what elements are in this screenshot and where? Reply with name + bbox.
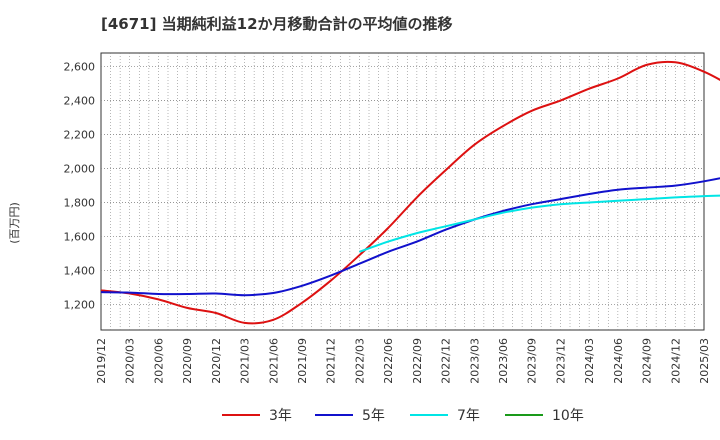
- x-axis: 2019/12 2020/03 2020/06 2020/09 2020/12 2021/…: [95, 338, 711, 384]
- series-line-0: [100, 60, 720, 325]
- x-tick-label: 2021/12: [325, 338, 338, 384]
- x-tick-label: 2025/03: [698, 338, 711, 384]
- y-axis: 1,200 1,400 1,600 1,800 2,000 2,200 2,400 2,600: [64, 61, 96, 312]
- x-tick-label: 2023/03: [468, 338, 481, 384]
- y-tick-label: 2,400: [64, 95, 96, 108]
- legend-label: 3年: [269, 408, 292, 424]
- legend-item: 5年: [315, 404, 385, 426]
- y-tick-label: 2,000: [64, 163, 96, 176]
- legend-item: 7年: [410, 404, 480, 426]
- y-tick-label: 1,400: [64, 265, 96, 278]
- legend-item: 3年: [222, 404, 292, 426]
- plot-area: [100, 52, 705, 331]
- x-tick-label: 2021/06: [267, 338, 280, 384]
- legend: 3年 5年 7年 10年: [0, 404, 720, 426]
- legend-swatch: [315, 414, 353, 416]
- legend-label: 5年: [362, 408, 385, 424]
- x-tick-label: 2024/09: [641, 338, 654, 384]
- grid-lines: [101, 53, 704, 330]
- x-tick-label: 2022/06: [382, 338, 395, 384]
- y-tick-label: 1,200: [64, 299, 96, 312]
- y-tick-label: 1,800: [64, 197, 96, 210]
- series-line-1: [100, 177, 720, 297]
- x-tick-label: 2019/12: [95, 338, 108, 384]
- series-line-2: [359, 194, 720, 253]
- x-tick-label: 2020/12: [210, 338, 223, 384]
- legend-swatch: [222, 414, 260, 416]
- x-tick-label: 2020/09: [181, 338, 194, 384]
- legend-swatch: [410, 414, 448, 416]
- x-tick-label: 2023/09: [526, 338, 539, 384]
- y-tick-label: 1,600: [64, 231, 96, 244]
- x-tick-label: 2020/03: [124, 338, 137, 384]
- y-tick-label: 2,200: [64, 129, 96, 142]
- x-tick-label: 2021/03: [239, 338, 252, 384]
- x-tick-label: 2020/06: [152, 338, 165, 384]
- y-tick-label: 2,600: [64, 61, 96, 74]
- legend-label: 10年: [552, 408, 584, 424]
- legend-item: 10年: [505, 404, 584, 426]
- legend-swatch: [505, 414, 543, 416]
- x-tick-label: 2022/09: [411, 338, 424, 384]
- x-tick-label: 2022/03: [353, 338, 366, 384]
- x-tick-label: 2022/12: [440, 338, 453, 384]
- x-tick-label: 2023/06: [497, 338, 510, 384]
- series-lines: [100, 60, 720, 325]
- x-tick-label: 2024/12: [669, 338, 682, 384]
- x-tick-label: 2023/12: [554, 338, 567, 384]
- x-tick-label: 2024/06: [612, 338, 625, 384]
- chart-title: [4671] 当期純利益12か月移動合計の平均値の推移: [101, 15, 453, 33]
- x-tick-label: 2024/03: [583, 338, 596, 384]
- x-tick-label: 2021/09: [296, 338, 309, 384]
- legend-label: 7年: [457, 408, 480, 424]
